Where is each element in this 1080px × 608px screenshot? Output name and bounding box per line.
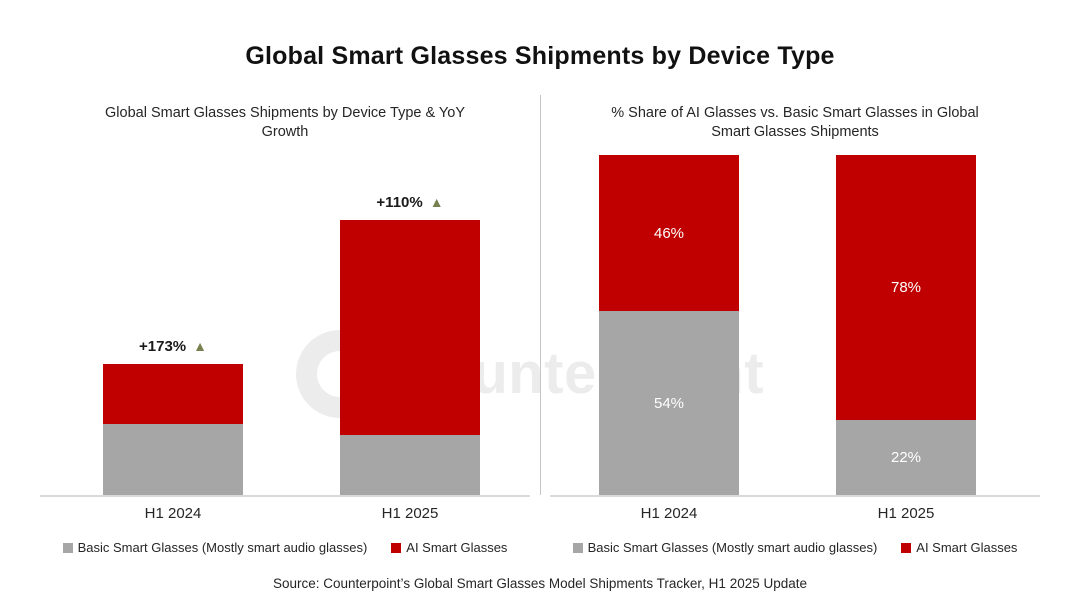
plot-area: 46% 54% 78% 22% [550,155,1040,497]
bar-h1-2025: +110% ▲ [340,155,480,495]
segment-value-label: 54% [653,394,685,412]
bar-h1-2025: 78% 22% [836,155,976,495]
bar-h1-2024: +173% ▲ [103,155,243,495]
legend-swatch-basic [572,542,583,553]
legend-label-ai: AI Smart Glasses [406,540,508,555]
bar-h1-2024: 46% 54% [599,155,739,495]
bar-segment-ai: 78% [836,155,976,421]
x-axis-labels: H1 2024 H1 2025 [550,505,1040,525]
up-triangle-icon: ▲ [193,338,207,355]
legend-swatch-ai [391,542,402,553]
legend-swatch-basic [62,542,73,553]
growth-annotation: +173% ▲ [139,338,207,355]
chart-title: % Share of AI Glasses vs. Basic Smart Gl… [611,105,979,140]
segment-value-label: 78% [890,279,922,297]
chart-title: Global Smart Glasses Shipments by Device… [105,105,465,140]
legend-item-basic: Basic Smart Glasses (Mostly smart audio … [572,540,878,555]
legend-item-ai: AI Smart Glasses [901,540,1017,555]
panel-divider [540,95,541,495]
legend-label-basic: Basic Smart Glasses (Mostly smart audio … [587,540,878,555]
x-axis-labels: H1 2024 H1 2025 [40,505,530,525]
source-note: Source: Counterpoint’s Global Smart Glas… [272,576,808,591]
category-label: H1 2024 [144,505,202,522]
category-label: H1 2025 [381,505,439,522]
legend-label-ai: AI Smart Glasses [916,540,1018,555]
category-label: H1 2025 [877,505,935,522]
shipments-chart: Global Smart Glasses Shipments by Device… [40,104,530,574]
segment-value-label: 46% [653,224,685,242]
legend-swatch-ai [901,542,912,553]
bar-segment-basic [340,434,480,495]
legend-item-basic: Basic Smart Glasses (Mostly smart audio … [62,540,368,555]
legend-label-basic: Basic Smart Glasses (Mostly smart audio … [77,540,368,555]
bar-segment-ai: 46% [599,155,739,312]
bar-segment-basic [103,424,243,495]
growth-value: +173% [139,337,187,355]
bar-segment-ai [340,219,480,435]
legend: Basic Smart Glasses (Mostly smart audio … [40,540,530,555]
share-chart: % Share of AI Glasses vs. Basic Smart Gl… [550,104,1040,574]
plot-area: +173% ▲ +110% ▲ [40,155,530,497]
legend-item-ai: AI Smart Glasses [391,540,507,555]
growth-value: +110% [376,193,423,211]
segment-value-label: 22% [890,449,922,467]
bar-segment-ai [103,363,243,425]
bar-segment-basic: 22% [836,420,976,495]
bar-segment-basic: 54% [599,311,739,495]
page-title: Global Smart Glasses Shipments by Device… [245,42,835,70]
legend: Basic Smart Glasses (Mostly smart audio … [550,540,1040,555]
category-label: H1 2024 [640,505,698,522]
up-triangle-icon: ▲ [429,194,444,211]
growth-annotation: +110% ▲ [376,194,443,211]
